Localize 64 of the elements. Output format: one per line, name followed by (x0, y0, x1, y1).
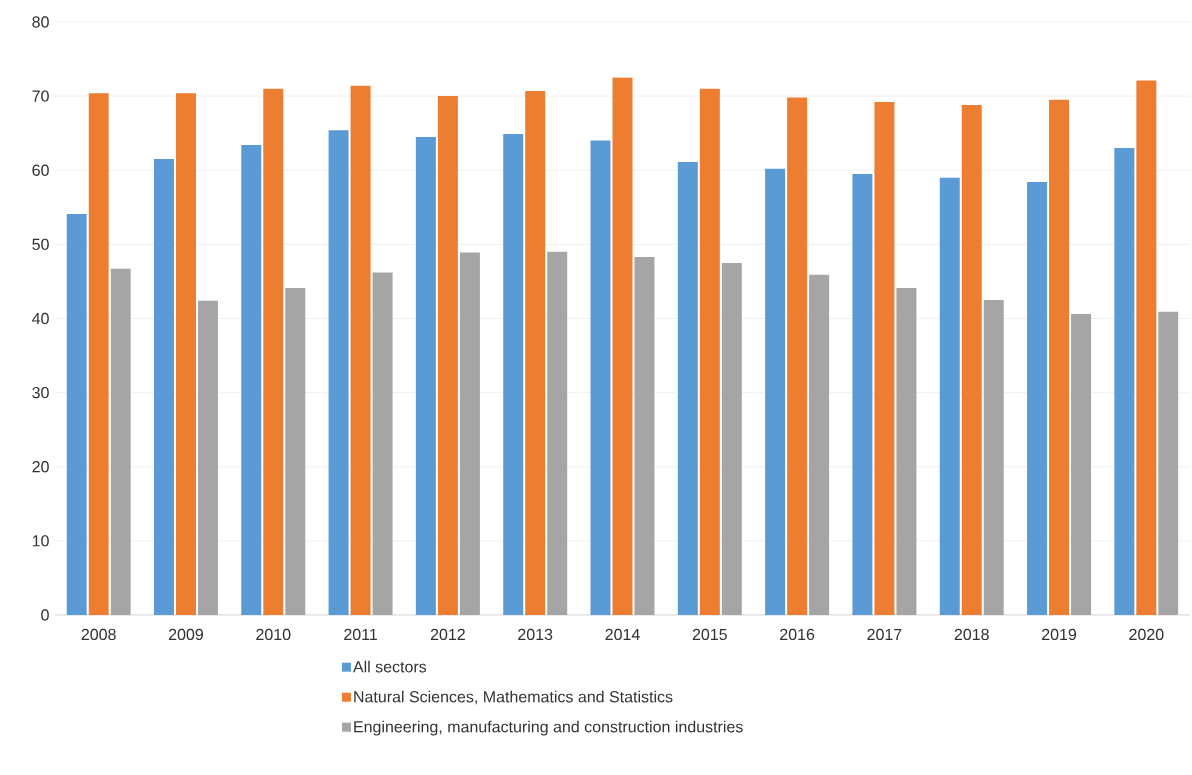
bar (503, 133, 524, 615)
y-tick-label: 70 (32, 90, 49, 102)
bar (110, 268, 131, 615)
bar (634, 256, 655, 615)
x-tick-label: 2013 (518, 628, 553, 641)
legend-label: Natural Sciences, Mathematics and Statistics (354, 690, 673, 705)
x-tick-label: 2008 (81, 628, 116, 641)
bar (285, 288, 306, 615)
bar (809, 274, 830, 615)
bar (765, 168, 786, 615)
x-tick-label: 2019 (1042, 628, 1077, 641)
bar (175, 93, 196, 615)
bar (241, 145, 262, 615)
y-tick-label: 80 (32, 16, 49, 28)
bar (525, 90, 546, 615)
bar (896, 288, 917, 615)
bar (372, 272, 393, 615)
bar (547, 251, 568, 615)
bar (153, 159, 174, 615)
x-tick-label: 2020 (1129, 628, 1164, 641)
x-tick-label: 2017 (867, 628, 902, 641)
bar (66, 213, 87, 615)
x-tick-label: 2018 (954, 628, 989, 641)
bar (1071, 314, 1092, 615)
bar (1027, 182, 1048, 615)
y-tick-label: 50 (32, 238, 49, 251)
y-tick-label: 40 (32, 312, 49, 325)
bar (1049, 99, 1070, 615)
x-tick-label: 2016 (780, 628, 815, 641)
bar (437, 96, 458, 615)
y-tick-label: 0 (41, 609, 49, 621)
y-tick-label: 30 (32, 386, 49, 399)
x-tick-label: 2011 (344, 628, 377, 641)
x-tick-label: 2010 (256, 628, 291, 641)
bar (699, 88, 720, 615)
x-tick-label: 2012 (430, 628, 465, 641)
y-tick-label: 20 (32, 461, 49, 473)
x-tick-label: 2009 (168, 628, 203, 641)
x-tick-label: 2015 (692, 628, 727, 641)
y-tick-label: 60 (32, 164, 49, 176)
bar (350, 85, 371, 615)
bar (1114, 148, 1135, 615)
legend-label: Engineering, manufacturing and construction industries (354, 720, 743, 736)
legend-label: All sectors (352, 660, 427, 673)
bar (88, 93, 109, 615)
bar (415, 136, 436, 615)
bar (677, 162, 698, 615)
bar (787, 97, 808, 615)
bar (983, 299, 1004, 615)
bar (961, 105, 982, 615)
bar (263, 88, 284, 615)
bar (328, 130, 349, 615)
bar (1136, 80, 1157, 615)
bar (852, 173, 873, 615)
y-tick-label: 10 (32, 535, 49, 547)
bar (874, 102, 895, 615)
bar (1158, 311, 1179, 615)
bar (939, 177, 960, 615)
x-tick-label: 2014 (605, 628, 640, 641)
bar (612, 77, 633, 615)
bar (459, 252, 480, 615)
bar (197, 300, 218, 615)
bar (721, 262, 742, 615)
bar (590, 140, 611, 615)
